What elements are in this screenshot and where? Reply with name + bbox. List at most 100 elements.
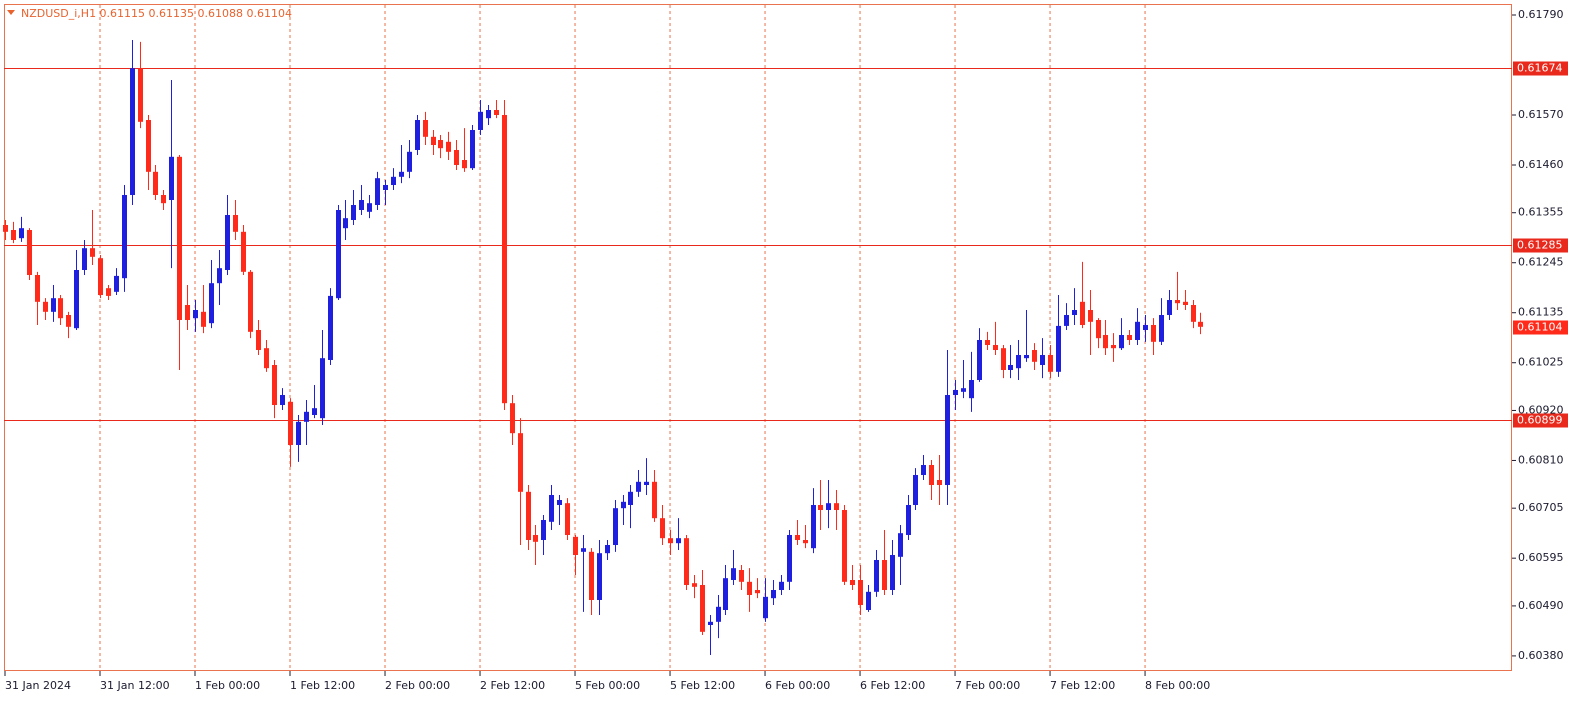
candle-body bbox=[106, 288, 111, 296]
menu-icon[interactable] bbox=[7, 10, 15, 15]
candle-body bbox=[795, 535, 800, 540]
candle-body bbox=[510, 403, 515, 434]
level-label-bg bbox=[1513, 61, 1568, 76]
candle-body bbox=[161, 195, 166, 204]
candle-body bbox=[74, 270, 79, 329]
y-tick-label: 0.61790 bbox=[1518, 8, 1564, 21]
candle-body bbox=[739, 570, 744, 582]
candle-body bbox=[850, 580, 855, 585]
y-tick-label: 0.61570 bbox=[1518, 108, 1564, 121]
candle-body bbox=[1088, 310, 1093, 322]
candle-body bbox=[906, 505, 911, 535]
candle-body bbox=[367, 203, 372, 212]
y-tick-label: 0.61025 bbox=[1518, 356, 1564, 369]
x-tick-label: 2 Feb 12:00 bbox=[480, 679, 545, 692]
candle-body bbox=[826, 503, 831, 510]
candle-body bbox=[264, 348, 269, 369]
x-tick-label: 31 Jan 12:00 bbox=[100, 679, 170, 692]
candle-body bbox=[1032, 350, 1037, 362]
candle-body bbox=[787, 535, 792, 582]
candle-body bbox=[233, 215, 238, 232]
candle-body bbox=[288, 401, 293, 445]
y-tick-label: 0.61355 bbox=[1518, 206, 1564, 219]
candle-body bbox=[407, 151, 412, 172]
candle-body bbox=[779, 581, 784, 590]
candle-body bbox=[652, 481, 657, 519]
candle-body bbox=[700, 585, 705, 632]
y-tick-label: 0.60380 bbox=[1518, 649, 1564, 662]
candle-body bbox=[1151, 325, 1156, 342]
candle-body bbox=[1111, 345, 1116, 349]
candle-body bbox=[312, 408, 317, 415]
candle-body bbox=[636, 481, 641, 492]
candle-body bbox=[1167, 300, 1172, 315]
candle-body bbox=[1024, 355, 1029, 359]
candle-body bbox=[747, 581, 752, 595]
candle-body bbox=[771, 590, 776, 599]
candle-body bbox=[763, 596, 768, 619]
candle-body bbox=[320, 358, 325, 419]
candle-body bbox=[518, 433, 523, 492]
x-tick-label: 2 Feb 00:00 bbox=[385, 679, 450, 692]
candle-body bbox=[811, 505, 816, 549]
candle-body bbox=[660, 518, 665, 539]
candle-body bbox=[676, 538, 681, 544]
candle-body bbox=[1001, 348, 1006, 370]
candle-body bbox=[431, 136, 436, 145]
candle-body bbox=[1016, 355, 1021, 369]
candle-body bbox=[35, 275, 40, 302]
candle-body bbox=[248, 271, 253, 332]
candle-body bbox=[874, 560, 879, 592]
candle-body bbox=[122, 195, 127, 279]
candle-body bbox=[446, 141, 451, 152]
candle-body bbox=[1056, 325, 1061, 372]
candle-body bbox=[43, 301, 48, 312]
level-label: 0.61285 bbox=[1517, 239, 1563, 252]
candle-body bbox=[557, 500, 562, 505]
candle-body bbox=[1143, 325, 1148, 330]
candle-body bbox=[613, 508, 618, 545]
candle-body bbox=[969, 380, 974, 399]
candle-body bbox=[565, 503, 570, 535]
candle-body bbox=[589, 551, 594, 600]
candle-body bbox=[478, 111, 483, 130]
candle-body bbox=[581, 548, 586, 552]
level-label: 0.60899 bbox=[1517, 414, 1563, 427]
x-tick-label: 7 Feb 00:00 bbox=[955, 679, 1020, 692]
candle-body bbox=[898, 533, 903, 557]
candle-body bbox=[185, 305, 190, 320]
y-tick-label: 0.61245 bbox=[1518, 256, 1564, 269]
candle-body bbox=[336, 210, 341, 299]
candle-body bbox=[1119, 335, 1124, 349]
candle-body bbox=[1103, 335, 1108, 349]
candle-body bbox=[621, 501, 626, 509]
candle-body bbox=[169, 156, 174, 200]
candle-body bbox=[58, 298, 63, 319]
last-price-bg bbox=[1513, 320, 1568, 335]
candle-body bbox=[328, 295, 333, 360]
candle-body bbox=[1008, 365, 1013, 370]
candle-body bbox=[1048, 355, 1053, 372]
candle-body bbox=[146, 120, 151, 172]
candle-body bbox=[209, 283, 214, 324]
x-tick-label: 7 Feb 12:00 bbox=[1050, 679, 1115, 692]
candle-body bbox=[993, 345, 998, 350]
candle-body bbox=[818, 505, 823, 510]
x-tick-label: 1 Feb 00:00 bbox=[195, 679, 260, 692]
candle-body bbox=[454, 150, 459, 165]
candle-body bbox=[842, 510, 847, 582]
candle-body bbox=[755, 590, 760, 594]
candle-body bbox=[1135, 321, 1140, 340]
candle-body bbox=[415, 120, 420, 150]
candle-body bbox=[462, 160, 467, 169]
y-tick-label: 0.60595 bbox=[1518, 551, 1564, 564]
candle-body bbox=[1040, 355, 1045, 365]
candle-body bbox=[961, 388, 966, 392]
candle-body bbox=[708, 621, 713, 625]
candle-body bbox=[937, 480, 942, 485]
candle-body bbox=[1072, 310, 1077, 315]
last-price-label: 0.61104 bbox=[1517, 321, 1563, 334]
candle-body bbox=[304, 411, 309, 422]
candle-body bbox=[953, 390, 958, 395]
